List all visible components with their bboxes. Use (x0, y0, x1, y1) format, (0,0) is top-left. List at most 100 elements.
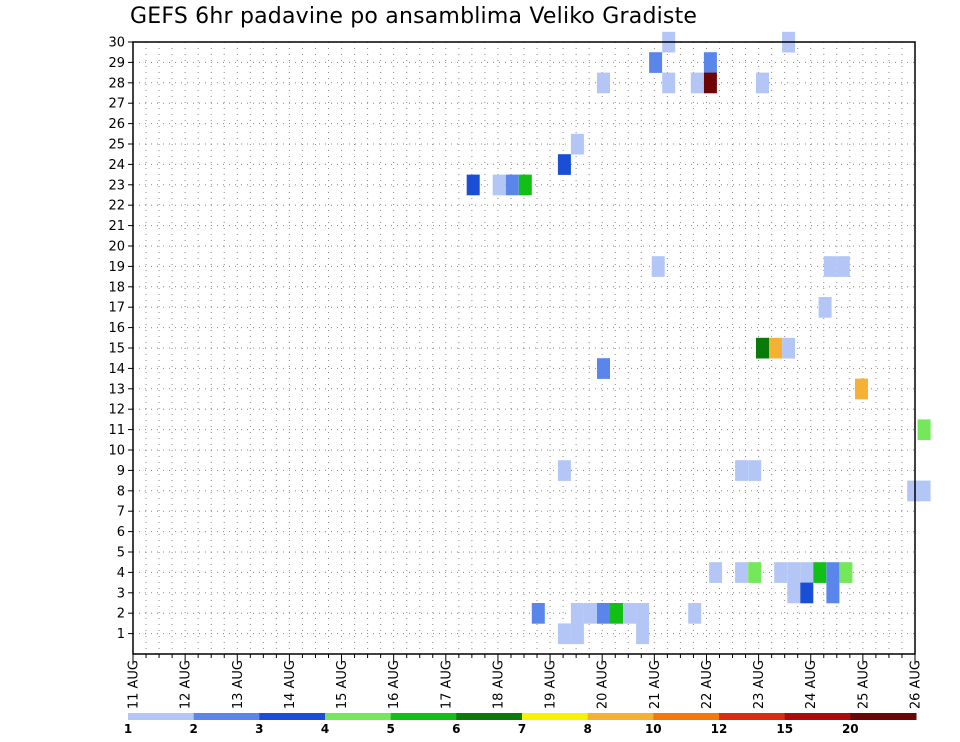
colorbar-swatch (325, 713, 392, 720)
precip-cell (636, 603, 650, 624)
y-tick-label: 28 (108, 76, 125, 91)
precip-cell (492, 174, 506, 196)
precip-cell (570, 603, 584, 624)
x-tick-label: 13 AUG (231, 660, 246, 709)
y-tick-label: 2 (117, 607, 125, 622)
precip-cell (855, 378, 868, 400)
precip-cell (690, 72, 704, 94)
y-tick-label: 13 (108, 382, 125, 397)
x-tick-label: 23 AUG (752, 660, 767, 709)
precip-cell (756, 337, 769, 359)
precip-cell (662, 72, 676, 94)
precip-cell (649, 52, 663, 73)
precip-cell (823, 256, 837, 277)
cell-layer (466, 31, 931, 645)
precip-cell (597, 603, 610, 624)
y-tick-label: 8 (117, 484, 125, 499)
colorbar-swatch (850, 713, 917, 720)
y-tick-label: 17 (108, 301, 125, 316)
y-tick-label: 4 (117, 566, 125, 581)
precip-cell (787, 582, 801, 604)
x-tick-label: 16 AUG (387, 660, 402, 709)
y-tick-label: 14 (108, 362, 125, 377)
colorbar-swatch (522, 713, 589, 720)
y-tick-label: 7 (117, 505, 125, 520)
x-tick-label: 11 AUG (127, 660, 142, 709)
y-tick-label: 9 (117, 464, 125, 479)
precip-cell (748, 562, 762, 583)
x-tick-label: 26 AUG (909, 660, 924, 709)
precip-cell (570, 623, 584, 645)
precip-cell (917, 480, 931, 502)
y-tick-label: 16 (108, 321, 125, 336)
precip-cell (748, 460, 762, 481)
precip-cell (557, 460, 571, 481)
precip-cell (800, 562, 814, 583)
precip-cell (688, 603, 702, 624)
colorbar-label: 2 (190, 722, 198, 736)
precip-cell (610, 603, 623, 624)
y-tick-label: 1 (117, 627, 125, 642)
colorbar-swatch (719, 713, 786, 720)
precip-cell (826, 582, 840, 604)
x-tick-label: 14 AUG (283, 660, 298, 709)
y-tick-label: 5 (117, 546, 125, 561)
y-tick-label: 11 (108, 423, 125, 438)
colorbar-label: 3 (255, 722, 263, 736)
y-tick-label: 20 (108, 240, 125, 255)
precip-cell (917, 419, 931, 441)
y-tick-label: 18 (108, 280, 125, 295)
precip-cell (756, 72, 769, 94)
precip-cell (826, 562, 840, 583)
precip-cell (709, 562, 723, 583)
precip-cell (907, 480, 921, 502)
x-tick-label: 18 AUG (491, 660, 506, 709)
precip-cell (800, 582, 814, 604)
y-tick-label: 10 (108, 444, 125, 459)
precip-cell (518, 174, 532, 196)
precip-cell (557, 154, 571, 175)
colorbar-label: 6 (452, 722, 460, 736)
y-tick-label: 12 (108, 403, 125, 418)
chart-title: GEFS 6hr padavine po ansamblima Veliko G… (130, 4, 698, 29)
y-tick-label: 26 (108, 117, 125, 132)
colorbar-label: 10 (645, 722, 662, 736)
precip-cell (505, 174, 519, 196)
y-tick-label: 25 (108, 138, 125, 153)
precip-cell (636, 623, 650, 645)
precip-cell (735, 460, 749, 481)
precip-cell (787, 562, 801, 583)
precip-cell (597, 72, 610, 94)
y-tick-label: 3 (117, 586, 125, 601)
x-tick-label: 12 AUG (179, 660, 194, 709)
colorbar-swatch (653, 713, 720, 720)
y-tick-label: 22 (108, 199, 125, 214)
colorbar-label: 12 (711, 722, 728, 736)
precip-cell (584, 603, 597, 624)
precip-cell (623, 603, 637, 624)
precip-cell (818, 297, 832, 318)
colorbar-swatch (784, 713, 851, 720)
colorbar-label: 1 (124, 722, 132, 736)
precip-cell (836, 256, 850, 277)
precip-cell (839, 562, 853, 583)
y-tick-label: 24 (108, 158, 125, 173)
x-tick-label: 22 AUG (700, 660, 715, 709)
y-tick-label: 19 (108, 260, 125, 275)
colorbar-swatch (456, 713, 523, 720)
colorbar-label: 4 (321, 722, 329, 736)
precip-cell (703, 72, 717, 94)
x-tick-label: 17 AUG (439, 660, 454, 709)
colorbar-label: 7 (518, 722, 526, 736)
colorbar-label: 20 (842, 722, 859, 736)
x-axis: 11 AUG 12 AUG 13 AUG 14 AUG 15 AUG 16 AUG 17 A… (127, 654, 924, 709)
colorbar-swatch (128, 713, 195, 720)
y-tick-label: 23 (108, 178, 125, 193)
y-tick-label: 29 (108, 56, 125, 71)
colorbar-swatch (390, 713, 457, 720)
y-tick-label: 15 (108, 342, 125, 357)
precip-cell (769, 337, 782, 359)
precip-cell (597, 358, 610, 379)
colorbar-swatch (259, 713, 326, 720)
